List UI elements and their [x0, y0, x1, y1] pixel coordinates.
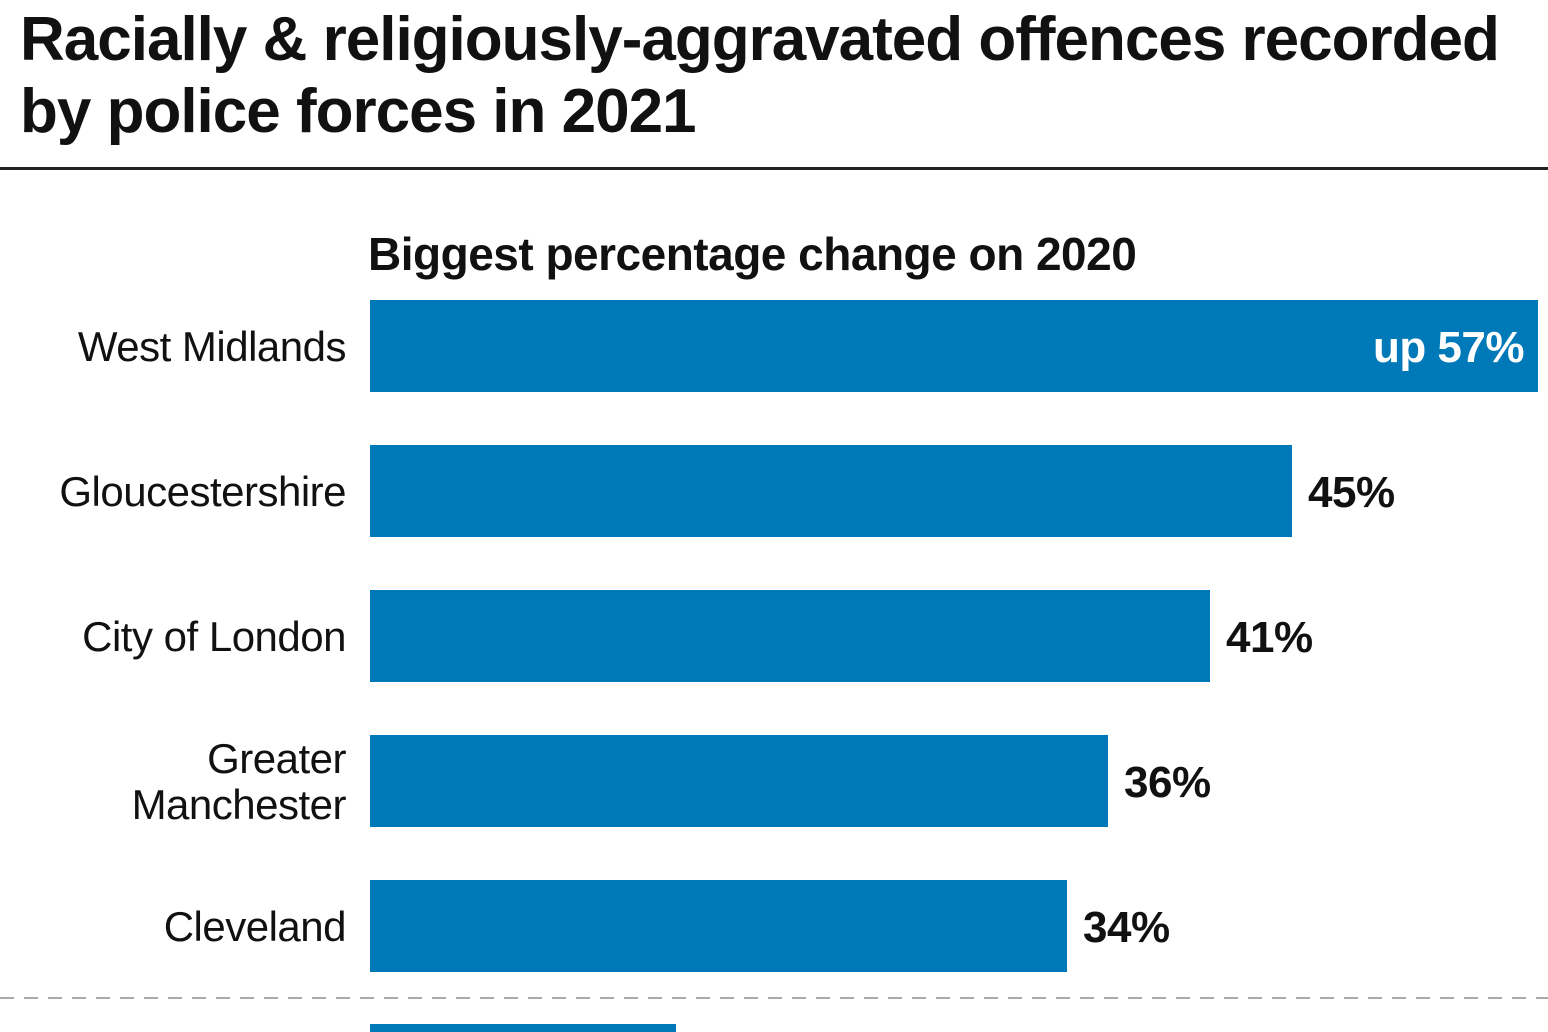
chart-subtitle: Biggest percentage change on 2020	[368, 228, 1137, 280]
chart-title: Racially & religiously-aggravated offenc…	[20, 5, 1500, 146]
bar-4	[370, 880, 1067, 972]
category-label-line: City of London	[82, 613, 346, 660]
cropped-bar	[370, 1024, 676, 1032]
category-label-1: Gloucestershire	[59, 468, 346, 515]
title-divider	[0, 167, 1548, 170]
category-label-line: Manchester	[132, 781, 347, 828]
category-label-line: West Midlands	[78, 323, 346, 370]
category-label-line: Cleveland	[164, 903, 346, 950]
bar-0	[370, 300, 1538, 392]
category-label-line: Gloucestershire	[59, 468, 346, 515]
value-label-4: 34%	[1083, 903, 1170, 952]
value-label-1: 45%	[1308, 468, 1395, 517]
category-label-2: City of London	[82, 613, 346, 660]
bar-2	[370, 590, 1210, 682]
category-label-0: West Midlands	[78, 323, 346, 370]
category-label-3: Greater Manchester	[132, 735, 347, 828]
category-label-line: Greater	[207, 735, 346, 782]
bar-1	[370, 445, 1292, 537]
category-label-4: Cleveland	[164, 903, 346, 950]
bar-3	[370, 735, 1108, 827]
value-label-3: 36%	[1124, 758, 1211, 807]
value-label-0: up 57%	[1373, 323, 1524, 372]
value-label-2: 41%	[1226, 613, 1313, 662]
